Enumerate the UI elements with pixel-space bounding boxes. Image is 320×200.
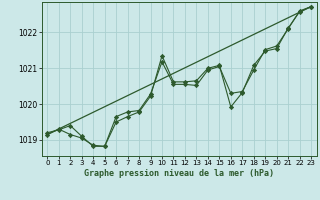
X-axis label: Graphe pression niveau de la mer (hPa): Graphe pression niveau de la mer (hPa): [84, 169, 274, 178]
